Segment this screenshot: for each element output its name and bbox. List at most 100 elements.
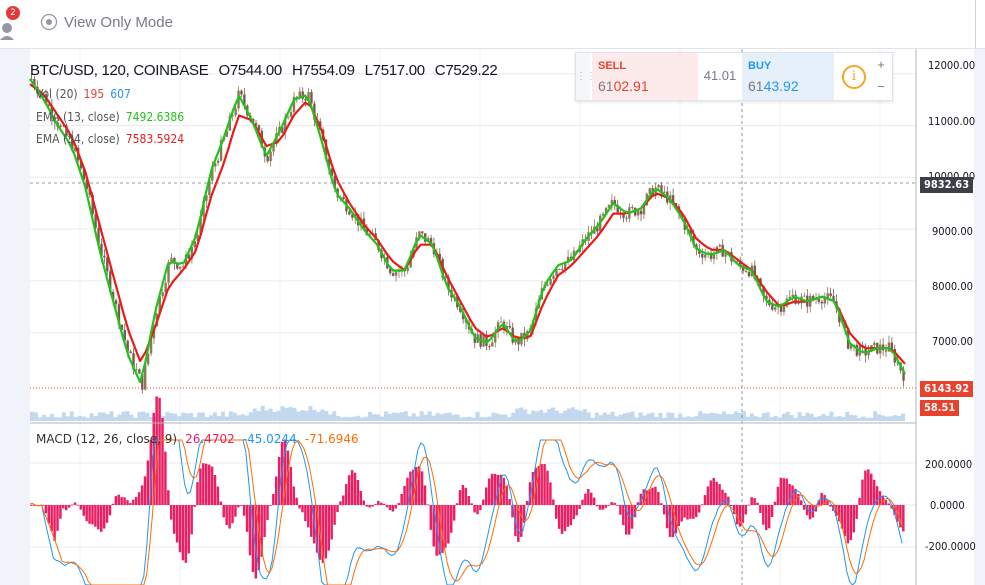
volume-bar (201, 412, 205, 421)
macd-bar (697, 505, 701, 513)
view-only-mode-button[interactable]: View Only Mode (40, 13, 173, 31)
macd-bar (654, 486, 657, 505)
candle-body (832, 296, 835, 302)
ema13-legend[interactable]: EMA (13, close) 7492.6386 (36, 110, 185, 124)
volume-bar (821, 413, 826, 421)
macd-bar (450, 505, 453, 533)
volume-bar (873, 411, 878, 421)
macd-bar (129, 503, 132, 505)
macd-bar (595, 505, 599, 507)
drag-handle[interactable]: ⋮⋮ (576, 53, 596, 100)
view-only-label: View Only Mode (64, 13, 173, 31)
macd-bar (531, 472, 535, 505)
candle-body (269, 151, 272, 162)
macd-bar (855, 505, 858, 519)
candle-body (228, 116, 231, 131)
macd-bar (438, 505, 441, 555)
macd-bar (207, 464, 211, 505)
candle-body (887, 342, 891, 352)
volume-bar (304, 410, 309, 421)
volume-bar (372, 414, 377, 421)
macd-bar (368, 505, 371, 508)
eye-icon (40, 13, 58, 31)
macd-bar (126, 500, 129, 505)
macd-bar (683, 505, 686, 518)
volume-bar (757, 417, 762, 421)
macd-bar (175, 505, 179, 543)
macd-bar (330, 505, 333, 540)
macd-bar (152, 412, 155, 505)
info-icon[interactable]: i (842, 65, 866, 89)
macd-bar (143, 476, 147, 505)
quantity-plus-button[interactable]: + (877, 57, 885, 72)
buy-button[interactable]: BUY 6143.92 (742, 53, 834, 100)
macd-bar (359, 490, 363, 505)
candle-body (120, 324, 124, 330)
candle-body (240, 90, 243, 95)
macd-legend[interactable]: MACD (12, 26, close, 9) 26.4702 -45.0244 -7… (36, 432, 359, 446)
quantity-minus-button[interactable]: − (877, 79, 885, 94)
volume-bar (220, 411, 225, 421)
candle-body (823, 298, 826, 304)
macd-bar (94, 505, 97, 527)
ohlc-close: C7529.22 (434, 62, 498, 79)
volume-bar (789, 415, 794, 421)
volume-bar (65, 416, 70, 421)
notifications-button[interactable]: 2 (0, 6, 24, 42)
volume-bar (97, 412, 102, 421)
sell-button[interactable]: SELL 6102.91 (592, 53, 698, 100)
volume-legend[interactable]: Vol (20) 195 607 (36, 87, 131, 101)
volume-bar (344, 416, 349, 421)
macd-bar (172, 505, 176, 534)
macd-bar (700, 504, 704, 506)
candle-body (281, 127, 284, 133)
volume-bar (248, 412, 253, 421)
macd-bar (735, 505, 739, 525)
candle-body (701, 253, 704, 258)
volume-bar (141, 411, 146, 421)
macd-bar (522, 505, 526, 523)
price-tick: 9000.00 (932, 225, 973, 238)
volume-bar (777, 417, 782, 421)
volume-bar (185, 413, 190, 421)
macd-bar (598, 505, 602, 510)
volume-bar (646, 413, 651, 421)
volume-bar (654, 416, 659, 421)
macd-bar (234, 505, 237, 517)
ema34-legend[interactable]: EMA (34, close) 7583.5924 (36, 132, 185, 146)
macd-bar (339, 501, 342, 505)
volume-bar (411, 413, 416, 421)
macd-bar (283, 439, 287, 505)
macd-bar (216, 486, 220, 505)
volume-bar (602, 412, 607, 421)
macd-bar (546, 470, 549, 505)
macd-bar (184, 505, 188, 563)
macd-bar (193, 505, 196, 507)
macd-bar (196, 482, 199, 505)
volume-bar (487, 416, 492, 421)
macd-bar (607, 505, 610, 506)
volume-bar (332, 411, 337, 421)
macd-bar (747, 504, 750, 506)
macd-lines (29, 439, 903, 585)
volume-bar (93, 416, 98, 421)
macd-bar (406, 477, 409, 505)
macd-bar (397, 503, 400, 505)
macd-bar (566, 505, 570, 527)
candle-body (202, 200, 205, 217)
macd-bar (648, 489, 651, 505)
volume-bar (606, 414, 611, 421)
candle-body (193, 241, 196, 248)
macd-bar (823, 494, 826, 505)
macd-bar (377, 500, 380, 505)
macd-bar (797, 493, 800, 505)
volume-bar (272, 411, 277, 421)
volume-bar (81, 416, 86, 421)
buy-price: 6143.92 (748, 78, 799, 94)
macd-bar (222, 505, 225, 518)
volume-bar (586, 412, 591, 421)
candle-body (613, 200, 616, 206)
candle-body (660, 185, 663, 193)
candle-body (187, 254, 191, 259)
macd-bar (604, 505, 608, 508)
